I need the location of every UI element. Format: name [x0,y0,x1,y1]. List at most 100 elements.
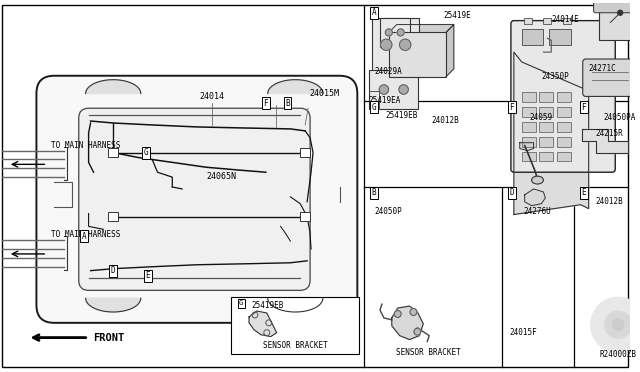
Text: FRONT: FRONT [93,333,125,343]
Bar [557,107,571,117]
Bar [563,17,571,23]
Text: R24000ZB: R24000ZB [600,350,637,359]
Bar [522,122,536,132]
Circle shape [385,29,392,36]
Text: F: F [509,103,514,112]
Text: A: A [372,8,376,17]
Bar [540,122,553,132]
Circle shape [618,10,623,15]
FancyBboxPatch shape [369,70,419,109]
Bar [557,151,571,161]
Text: 24015M: 24015M [310,89,340,98]
Bar [557,93,571,102]
Text: G: G [143,148,148,157]
Text: E: E [581,188,586,198]
Bar [598,6,638,40]
Circle shape [410,308,417,315]
Polygon shape [582,129,628,153]
Circle shape [591,297,640,352]
Circle shape [379,85,388,94]
Text: 24029A: 24029A [374,67,402,76]
Ellipse shape [532,176,543,184]
Circle shape [394,311,401,317]
Text: F: F [264,99,268,108]
Text: 24276U: 24276U [524,207,552,216]
Bar [231,297,359,355]
Bar [540,151,553,161]
Polygon shape [86,80,141,93]
Bar [540,137,553,147]
Text: 24012B: 24012B [596,197,623,206]
FancyBboxPatch shape [380,17,410,47]
Text: TO MAIN HARNESS: TO MAIN HARNESS [51,141,120,150]
Circle shape [399,85,408,94]
Bar [522,151,536,161]
Bar [524,17,532,23]
Bar [300,148,310,157]
Text: 24015F: 24015F [510,328,538,337]
Circle shape [612,319,624,331]
Bar [543,17,551,23]
Bar [108,212,118,221]
Bar [540,107,553,117]
Text: SENSOR BRACKET: SENSOR BRACKET [263,341,328,350]
Circle shape [604,311,632,339]
Text: 24271C: 24271C [589,64,616,73]
FancyBboxPatch shape [372,17,419,72]
Text: TO MAIN HARNESS: TO MAIN HARNESS [51,230,120,239]
Circle shape [397,29,404,36]
Polygon shape [446,25,454,77]
Bar [522,93,536,102]
Text: D: D [509,188,514,198]
Text: E: E [145,271,150,280]
Polygon shape [525,189,545,206]
Text: 25419EB: 25419EB [251,301,284,310]
Text: 24012B: 24012B [431,116,459,125]
Text: 24065N: 24065N [207,171,237,181]
Text: 25419E: 25419E [443,11,471,20]
FancyBboxPatch shape [593,0,640,13]
Bar [549,29,571,45]
Text: 25419EB: 25419EB [386,111,419,120]
Text: B: B [372,188,376,198]
Polygon shape [268,298,323,312]
Circle shape [399,39,411,51]
FancyBboxPatch shape [36,76,357,323]
Bar [557,137,571,147]
Text: 24059: 24059 [530,113,553,122]
Bar [540,93,553,102]
Bar [557,122,571,132]
FancyBboxPatch shape [511,20,615,172]
Text: 24350P: 24350P [541,72,569,81]
Polygon shape [86,298,141,312]
Bar [389,32,446,77]
Text: 25419EA: 25419EA [368,96,401,105]
Text: 24050PA: 24050PA [604,113,636,122]
Text: B: B [285,99,290,108]
FancyBboxPatch shape [583,59,638,96]
Circle shape [381,39,392,51]
Polygon shape [389,25,454,32]
Polygon shape [268,80,323,93]
Bar [522,29,543,45]
Text: D: D [111,266,115,275]
Text: 24050P: 24050P [374,207,402,216]
Circle shape [414,328,421,335]
Bar [300,212,310,221]
Bar [108,148,118,157]
Text: F: F [581,103,586,112]
Polygon shape [520,143,534,151]
Polygon shape [249,311,276,337]
Text: 24215R: 24215R [596,129,623,138]
Bar [522,137,536,147]
Bar [522,107,536,117]
FancyBboxPatch shape [79,108,310,291]
Text: 24014: 24014 [199,92,224,101]
Text: G: G [239,300,243,306]
Text: 24014E: 24014E [551,15,579,24]
Text: G: G [372,103,376,112]
Polygon shape [392,306,423,340]
Polygon shape [514,52,589,215]
Text: A: A [81,232,86,241]
Text: SENSOR BRACKET: SENSOR BRACKET [396,348,461,357]
